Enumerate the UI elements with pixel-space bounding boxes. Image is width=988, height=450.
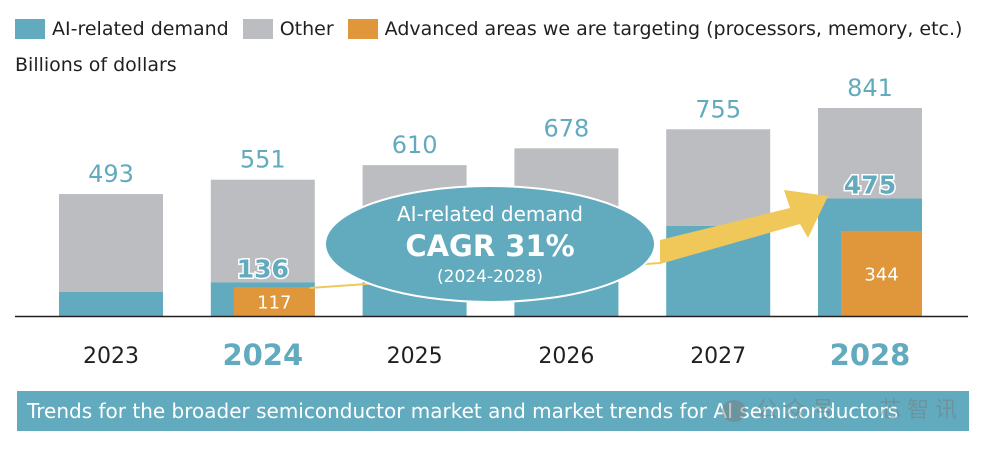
- watermark: 公众号 · 芯智讯: [722, 392, 963, 424]
- cagr-callout: AI-related demand CAGR 31% (2024-2028): [324, 185, 656, 303]
- x-tick-2024: 2024: [222, 338, 303, 372]
- data-labels-group: 493 117 551 136 610 678 755 344 841 475: [88, 74, 899, 314]
- label-advanced-2024: 117: [257, 293, 291, 314]
- label-total-2025: 610: [392, 131, 438, 159]
- legend: AI-related demand Other Advanced areas w…: [15, 18, 976, 40]
- x-tick-2028: 2028: [830, 338, 911, 372]
- bar-other-2028: [818, 108, 922, 199]
- bar-chart: AI-related demand CAGR 31% (2024-2028) 4…: [15, 74, 968, 372]
- cagr-callout-line2: CAGR 31%: [405, 229, 574, 263]
- legend-item-ai: AI-related demand: [15, 18, 229, 40]
- bar-other-2024: [210, 179, 315, 283]
- x-tick-2023: 2023: [83, 344, 139, 369]
- legend-item-other: Other: [242, 18, 334, 40]
- label-advanced-2028: 344: [864, 264, 898, 285]
- bar-other-2023: [59, 194, 163, 293]
- label-total-2027: 755: [695, 95, 741, 123]
- bar-ai-2023: [59, 292, 163, 316]
- cagr-callout-line3: (2024-2028): [437, 267, 543, 287]
- x-tick-2025: 2025: [387, 344, 443, 369]
- legend-swatch-advanced: [347, 19, 378, 39]
- bar-advanced-2024: [233, 287, 315, 316]
- legend-swatch-other: [242, 19, 273, 39]
- label-total-2023: 493: [88, 160, 134, 188]
- x-tick-2026: 2026: [538, 344, 594, 369]
- label-total-2028: 841: [847, 74, 893, 102]
- label-ai-2028: 475: [844, 171, 896, 200]
- cagr-callout-ellipse: [324, 185, 656, 303]
- legend-label-ai: AI-related demand: [52, 18, 229, 40]
- label-total-2024: 551: [240, 146, 286, 174]
- legend-swatch-ai: [15, 19, 45, 39]
- bars-group: [59, 108, 922, 316]
- x-tick-2027: 2027: [690, 344, 746, 369]
- legend-label-other: Other: [279, 18, 334, 40]
- wechat-icon: [722, 400, 746, 422]
- chart-caption-bar: Trends for the broader semiconductor mar…: [17, 391, 969, 431]
- legend-item-advanced: Advanced areas we are targeting (process…: [347, 18, 963, 40]
- cagr-callout-line1: AI-related demand: [397, 202, 583, 226]
- x-tick-labels-group: 2023 2024 2025 2026 2027 2028: [83, 338, 910, 372]
- legend-label-advanced: Advanced areas we are targeting (process…: [384, 18, 963, 40]
- label-total-2026: 678: [543, 114, 589, 142]
- y-axis-unit-label: Billions of dollars: [15, 54, 177, 76]
- bar-other-2027: [666, 129, 771, 226]
- watermark-text: 公众号 · 芯智讯: [756, 398, 963, 423]
- bar-advanced-2028: [841, 230, 922, 316]
- label-ai-2024: 136: [237, 254, 289, 283]
